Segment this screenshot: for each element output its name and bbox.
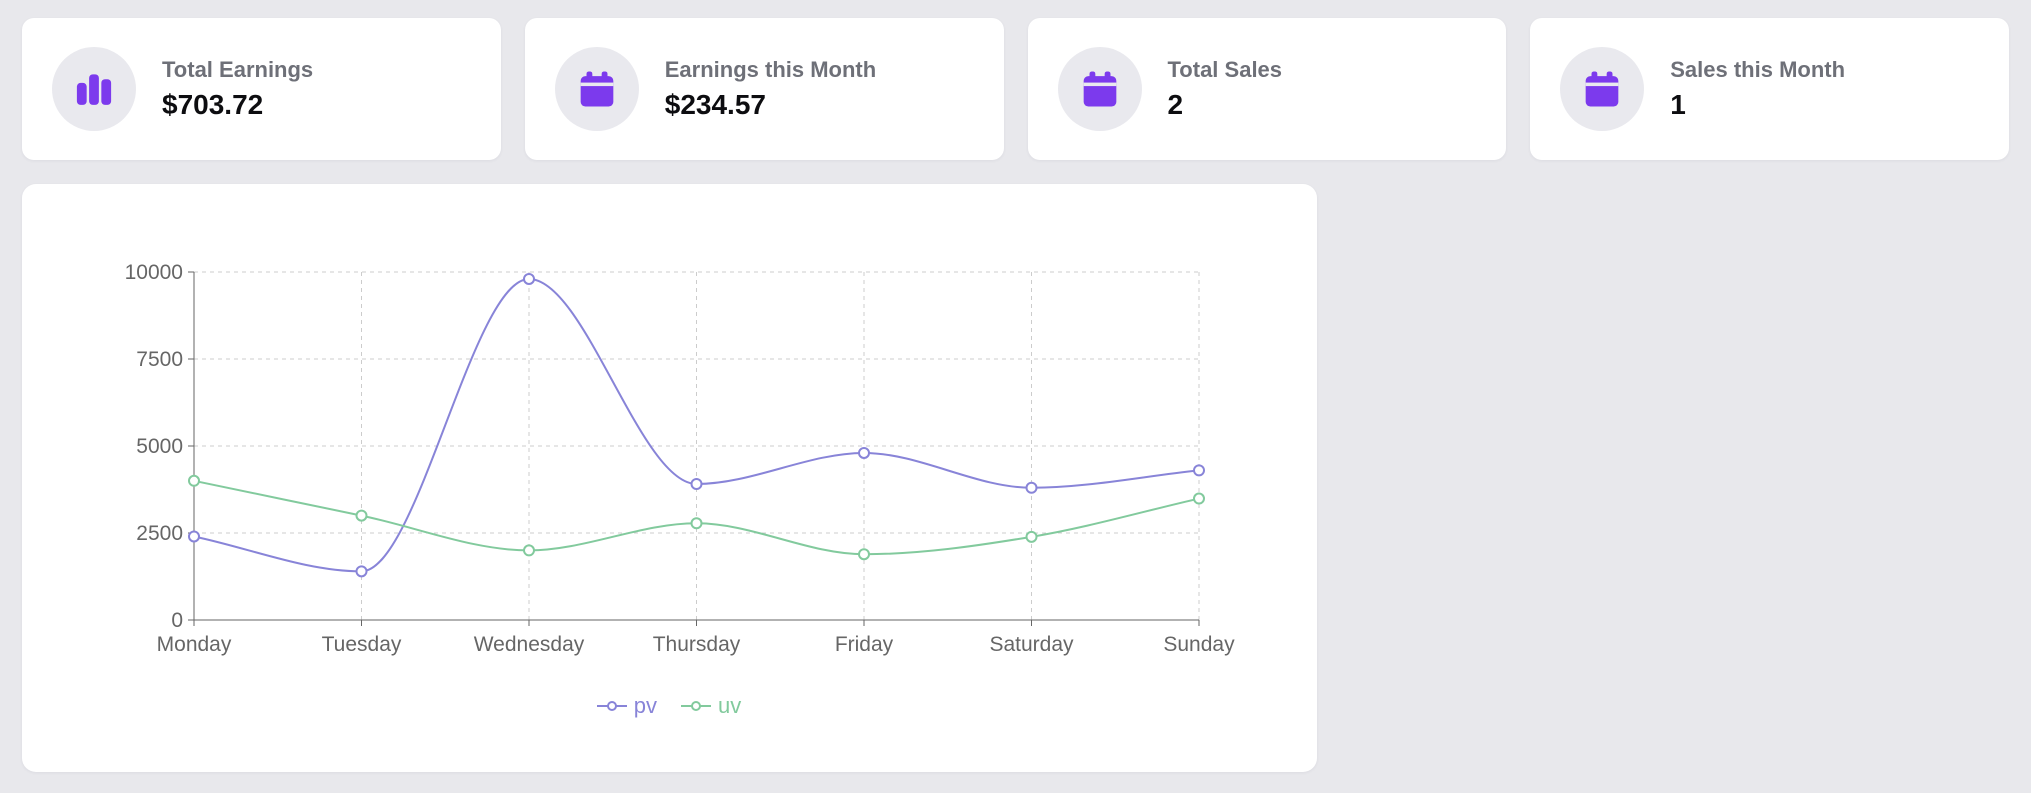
pv-data-point <box>690 478 703 491</box>
stat-card-total-earnings: Total Earnings $703.72 <box>22 18 501 160</box>
x-tick-label: Tuesday <box>322 633 402 656</box>
pv-line <box>193 277 1200 573</box>
legend-label: pv <box>633 693 657 718</box>
icon-circle <box>52 47 136 131</box>
calendar-icon <box>580 71 614 107</box>
stat-value: 1 <box>1670 89 1686 121</box>
legend-item-pv: pv <box>596 693 657 719</box>
pv-data-point <box>858 446 870 459</box>
pv-data-point <box>188 530 200 543</box>
y-tick-label: 0 <box>171 609 183 632</box>
x-tick-label: Wednesday <box>474 633 585 656</box>
pv-data-point <box>1025 481 1038 494</box>
x-tick-label: Sunday <box>1163 633 1235 656</box>
legend-line-icon <box>681 701 711 711</box>
pv-data-point <box>1193 464 1205 477</box>
stat-label: Earnings this Month <box>664 56 877 82</box>
y-tick-label: 2500 <box>136 522 183 545</box>
stat-text: Sales this Month 1 <box>1670 57 1845 121</box>
legend-line-icon <box>596 701 627 711</box>
uv-data-point <box>523 544 535 557</box>
uv-data-point <box>188 474 200 487</box>
stat-text: Total Earnings $703.72 <box>162 57 313 121</box>
stat-value: 2 <box>1167 89 1184 121</box>
uv-data-point <box>1193 492 1205 505</box>
y-tick-label: 5000 <box>136 435 183 458</box>
x-tick-label: Saturday <box>989 633 1074 656</box>
icon-circle <box>1057 47 1142 131</box>
stat-value: $703.72 <box>162 89 264 121</box>
uv-data-point <box>355 509 368 522</box>
stat-card-sales-this-month: Sales this Month 1 <box>1530 18 2009 160</box>
stat-value: $234.57 <box>664 89 766 121</box>
uv-data-point <box>690 517 703 530</box>
icon-circle <box>1560 47 1645 131</box>
x-tick-label: Monday <box>157 633 232 656</box>
stat-text: Earnings this Month $234.57 <box>665 57 876 121</box>
stat-cards-row: Total Earnings $703.72 Earnings this Mon… <box>0 0 2031 160</box>
weekly-traffic-chart-card: 0 2500 5000 7500 10000 Monday Tuesday Wednesday… <box>22 184 1317 772</box>
y-tick-label: 10000 <box>125 261 183 284</box>
calendar-icon <box>1083 71 1116 107</box>
stat-label: Sales this Month <box>1670 56 1846 82</box>
pv-data-point <box>355 565 368 578</box>
stat-label: Total Sales <box>1167 56 1283 82</box>
stat-card-earnings-this-month: Earnings this Month $234.57 <box>524 18 1004 160</box>
legend-label: uv <box>718 693 742 718</box>
pv-data-point <box>523 272 535 285</box>
stat-card-total-sales: Total Sales 2 <box>1027 18 1507 160</box>
bar-chart-icon <box>76 74 112 105</box>
x-tick-label: Friday <box>835 633 894 656</box>
line-chart[interactable]: 0 2500 5000 7500 10000 Monday Tuesday Wednesday… <box>94 250 1244 690</box>
icon-circle <box>554 47 639 131</box>
stat-text: Total Sales 2 <box>1168 57 1283 121</box>
uv-data-point <box>858 548 870 561</box>
x-tick-label: Thursday <box>653 633 741 656</box>
uv-data-point <box>1025 530 1038 543</box>
y-tick-label: 7500 <box>136 348 183 371</box>
chart-legend: pv uv <box>94 692 1244 719</box>
stat-label: Total Earnings <box>162 56 314 82</box>
calendar-icon <box>1585 71 1619 107</box>
legend-item-uv: uv <box>681 693 741 719</box>
